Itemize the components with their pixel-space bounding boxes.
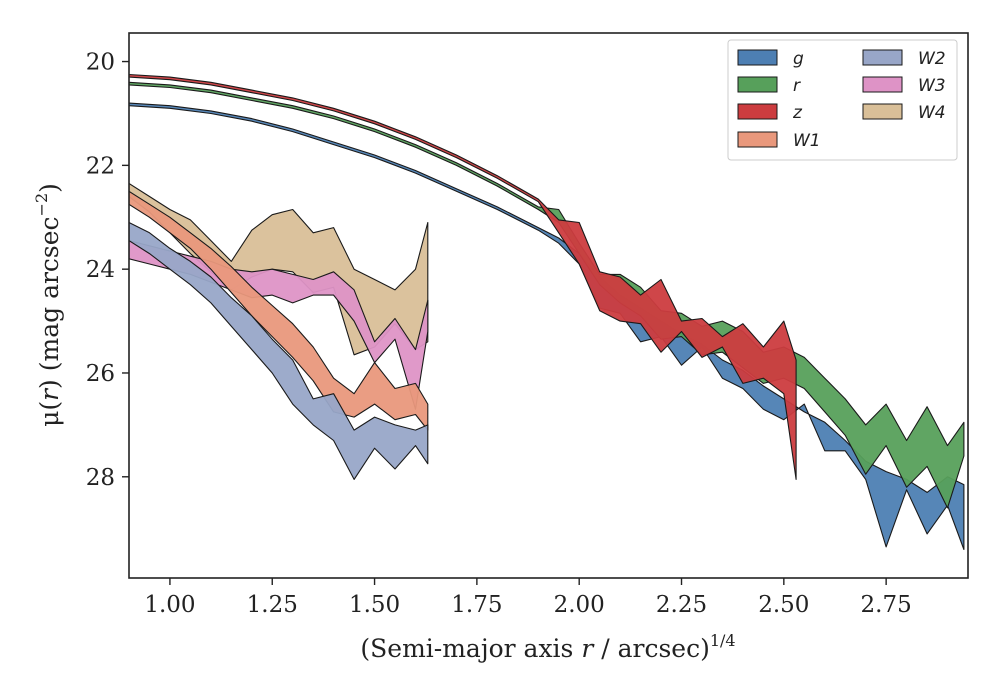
y-tick-label: 24 [86, 257, 115, 283]
legend-swatch-g [737, 49, 778, 66]
x-axis-ticks: 1.00 1.25 1.50 1.75 2.00 2.25 2.50 2.75 [144, 578, 912, 618]
x-tick-label: 2.75 [861, 592, 912, 618]
y-tick-label: 26 [86, 361, 115, 387]
legend-label-w3: W3 [918, 76, 946, 96]
legend-swatch-w3 [862, 76, 903, 93]
x-tick-label: 2.00 [554, 592, 605, 618]
plot-frame [128, 32, 969, 579]
legend-swatch-r [737, 76, 778, 93]
legend-frame [727, 39, 958, 161]
legend: grz W1 W2 W3 W4 [727, 39, 958, 161]
legend-swatch-w4 [862, 103, 903, 120]
legend-label-w2: W2 [918, 49, 946, 69]
y-axis-ticks: 20 22 24 26 28 [86, 50, 129, 491]
legend-swatch-w1 [737, 131, 778, 148]
band-g [129, 102, 965, 551]
x-tick-label: 2.25 [656, 592, 707, 618]
x-tick-label: 1.50 [349, 592, 400, 618]
x-axis-label: (Semi-major axis r / arcsec)1/4 [360, 631, 735, 663]
band-z [129, 73, 797, 480]
series-bands [129, 73, 965, 551]
y-tick-label: 20 [86, 50, 115, 76]
legend-label-g: g [793, 49, 804, 69]
x-tick-label: 1.25 [247, 592, 298, 618]
x-tick-label: 1.00 [144, 592, 195, 618]
legend-label-r: r [793, 76, 801, 96]
x-tick-label: 1.75 [451, 592, 502, 618]
legend-label-w4: W4 [918, 103, 946, 123]
legend-swatch-z [737, 103, 778, 120]
y-tick-label: 28 [86, 465, 115, 491]
band-w2 [129, 221, 429, 480]
y-axis-label: μ(r) (mag arcsec−2) [32, 183, 64, 427]
band-r [129, 81, 965, 509]
legend-swatch-w2 [862, 49, 903, 66]
x-tick-label: 2.50 [758, 592, 809, 618]
y-tick-label: 22 [86, 153, 115, 179]
legend-label-z: z [792, 103, 803, 123]
legend-label-w1: W1 [793, 131, 821, 151]
